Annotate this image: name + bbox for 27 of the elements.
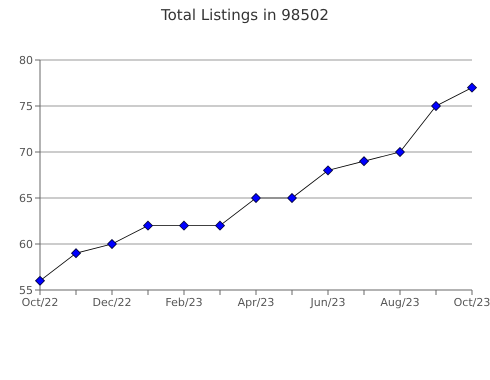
chart-title: Total Listings in 98502: [160, 6, 329, 24]
point: [179, 220, 189, 230]
x-tick-label: Jun/23: [310, 296, 346, 309]
point: [35, 276, 45, 286]
point: [71, 248, 81, 258]
x-tick-label: Apr/23: [238, 296, 274, 309]
point: [287, 193, 297, 203]
x-tick-label: Feb/23: [165, 296, 203, 309]
x-tick-label: Aug/23: [380, 296, 420, 309]
point: [431, 101, 441, 111]
y-tick-label: 60: [19, 238, 33, 251]
point: [143, 220, 153, 230]
point: [359, 156, 369, 166]
x-tick-label: Oct/22: [22, 296, 58, 309]
y-tick-label: 80: [19, 54, 33, 67]
y-tick-label: 70: [19, 146, 33, 159]
point: [467, 82, 477, 92]
point: [251, 193, 261, 203]
y-tick-label: 75: [19, 100, 33, 113]
y-tick-label: 55: [19, 284, 33, 297]
point: [215, 220, 225, 230]
point: [323, 166, 333, 176]
point: [107, 239, 117, 249]
x-tick-label: Oct/23: [454, 296, 490, 309]
point: [395, 147, 405, 157]
x-tick-label: Dec/22: [92, 296, 132, 309]
y-tick-label: 65: [19, 192, 33, 205]
